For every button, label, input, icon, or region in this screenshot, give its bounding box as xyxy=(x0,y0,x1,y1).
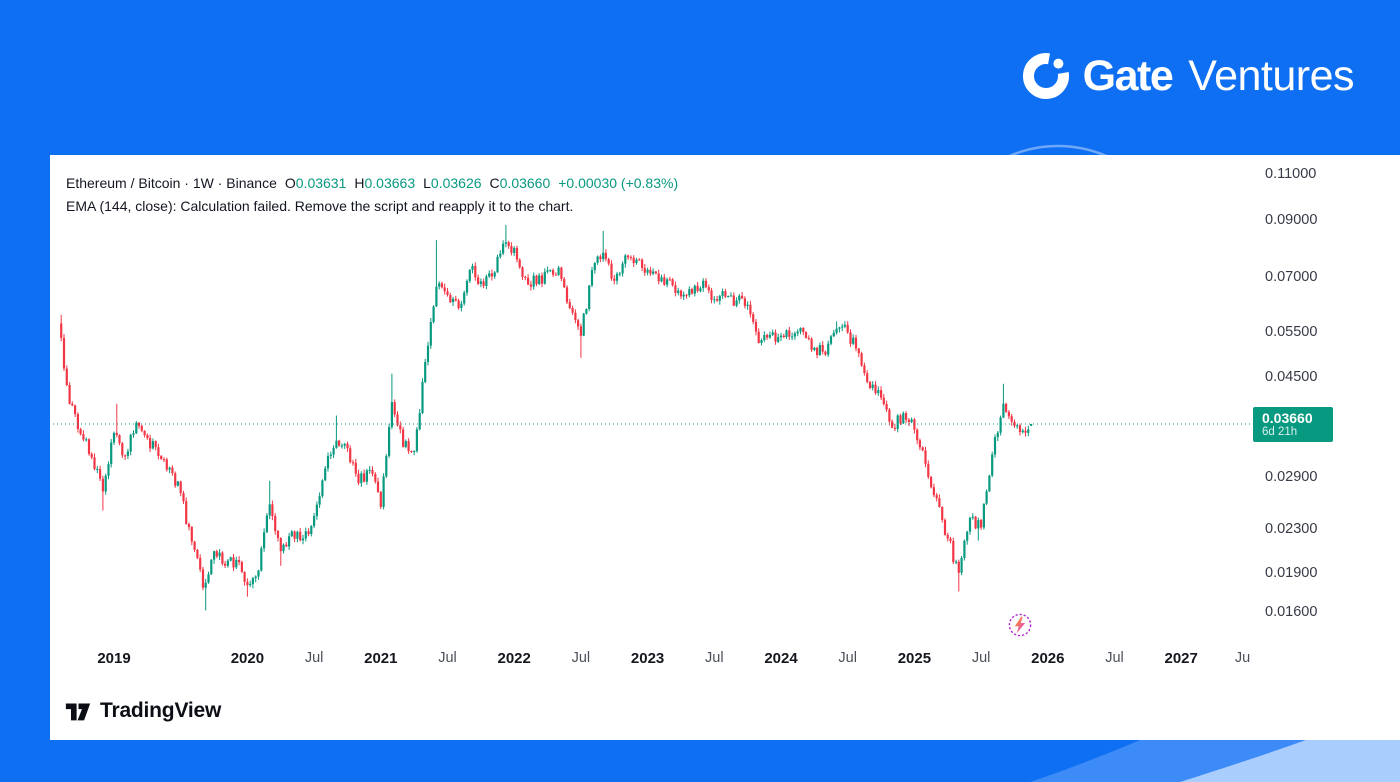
gate-logo-icon xyxy=(1022,53,1069,99)
time-axis-label: Jul xyxy=(838,650,857,666)
event-lightning-icon[interactable] xyxy=(1008,613,1032,637)
time-axis-label: 2027 xyxy=(1164,650,1198,667)
ohlc-value: 0.03631 xyxy=(295,175,347,191)
symbol-title[interactable]: Ethereum / Bitcoin · 1W · Binance xyxy=(66,175,277,191)
chart-legend: Ethereum / Bitcoin · 1W · Binance O0.0363… xyxy=(66,175,678,214)
time-axis-label: Ju xyxy=(1234,650,1251,666)
bar-countdown: 6d 21h xyxy=(1262,426,1298,438)
time-axis-label: 2021 xyxy=(364,650,398,667)
indicator-error-message[interactable]: EMA (144, close): Calculation failed. Re… xyxy=(66,198,574,214)
time-axis-label: 2023 xyxy=(630,650,665,667)
ohlc-letter: C xyxy=(489,175,500,191)
ohlc-value: 0.03626 xyxy=(430,175,482,191)
gate-ventures-logo: Gate Ventures xyxy=(1022,52,1354,100)
time-axis-label: 2022 xyxy=(497,650,531,667)
price-axis-label: 0.02900 xyxy=(1265,468,1318,485)
price-axis-label: 0.01900 xyxy=(1265,564,1318,581)
price-change: +0.00030 (+0.83%) xyxy=(558,175,679,191)
last-price-value: 0.03660 xyxy=(1262,410,1313,426)
time-axis-label: Jul xyxy=(705,650,724,666)
time-axis-label: Jul xyxy=(571,650,591,666)
price-axis-label: 0.07000 xyxy=(1265,268,1318,285)
wave-light xyxy=(1180,702,1400,782)
time-axis[interactable]: 2019 2020 Jul 2021 Jul 2022 Jul 2023 Jul 2024 Jul 2… xyxy=(50,645,1255,673)
chart-panel: Ethereum / Bitcoin · 1W · Binance O0.0363… xyxy=(50,155,1400,740)
ohlc-value: 0.03663 xyxy=(364,175,416,191)
ohlc-values: O0.03631 H0.03663 L0.03626 C0.03660 xyxy=(277,175,550,191)
time-axis-label: 2020 xyxy=(230,650,265,667)
time-axis-label: 2019 xyxy=(97,650,131,667)
time-axis-label: Jul xyxy=(971,650,991,666)
tradingview-icon xyxy=(65,703,91,721)
time-axis-label: 2025 xyxy=(897,650,932,667)
ohlc-letter: H xyxy=(354,175,365,191)
time-axis-label: Jul xyxy=(304,650,324,666)
ohlc-letter: L xyxy=(423,175,431,191)
price-axis-label: 0.02300 xyxy=(1265,521,1318,538)
tradingview-wordmark: TradingView xyxy=(100,699,222,722)
price-axis-label: 0.01600 xyxy=(1265,603,1318,620)
price-axis[interactable]: 0.11000 0.09000 0.07000 0.05500 0.04500 0.029… xyxy=(1255,155,1400,695)
brand-word-ventures: Ventures xyxy=(1188,51,1354,100)
tradingview-logo[interactable]: TradingView xyxy=(64,698,221,724)
price-axis-label: 0.05500 xyxy=(1265,323,1318,340)
time-axis-label: Jul xyxy=(438,650,457,666)
last-price-label: 0.03660 6d 21h xyxy=(1253,407,1333,442)
price-axis-label: 0.04500 xyxy=(1265,369,1318,386)
time-axis-label: Jul xyxy=(1105,650,1124,666)
brand-word-gate: Gate xyxy=(1082,51,1174,100)
time-axis-label: 2026 xyxy=(1031,650,1065,667)
price-axis-label: 0.11000 xyxy=(1265,166,1317,183)
ohlc-letter: O xyxy=(284,175,296,191)
price-axis-label: 0.09000 xyxy=(1265,211,1318,228)
ohlc-value: 0.03660 xyxy=(499,175,551,191)
time-axis-label: 2024 xyxy=(764,650,798,667)
